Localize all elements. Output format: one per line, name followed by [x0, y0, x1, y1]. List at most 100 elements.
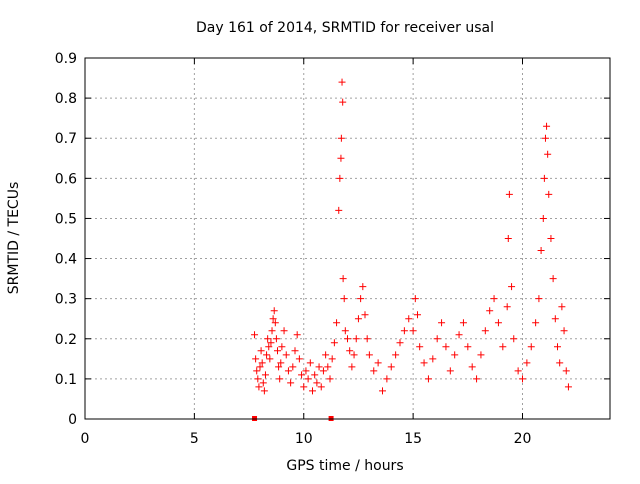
- data-point-0-29: [287, 379, 295, 387]
- data-point-0-52: [336, 174, 344, 182]
- data-point-0-45: [322, 351, 330, 359]
- data-point-0-128: [562, 367, 570, 375]
- data-point-0-48: [328, 355, 336, 363]
- data-point-0-111: [527, 343, 535, 351]
- data-point-0-47: [326, 375, 334, 383]
- data-point-0-44: [319, 367, 327, 375]
- data-point-0-77: [396, 339, 404, 347]
- data-point-0-16: [268, 327, 276, 335]
- data-point-0-51: [335, 206, 343, 214]
- data-point-0-37: [304, 375, 312, 383]
- data-point-0-20: [272, 335, 280, 343]
- data-point-0-14: [266, 355, 274, 363]
- data-point-0-83: [416, 343, 424, 351]
- data-point-0-62: [348, 363, 356, 371]
- data-point-0-105: [505, 190, 513, 198]
- data-point-0-3: [254, 375, 262, 383]
- data-point-0-85: [424, 375, 432, 383]
- data-point-0-129: [564, 383, 572, 391]
- data-point-0-71: [370, 367, 378, 375]
- data-point-0-70: [365, 351, 373, 359]
- data-point-0-74: [383, 375, 391, 383]
- data-point-0-53: [337, 154, 345, 162]
- data-point-0-18: [270, 307, 278, 315]
- data-point-0-75: [387, 363, 395, 371]
- data-point-0-95: [468, 363, 476, 371]
- data-point-0-23: [276, 375, 284, 383]
- data-point-0-25: [278, 343, 286, 351]
- data-point-0-96: [473, 375, 481, 383]
- data-point-0-57: [339, 275, 347, 283]
- data-point-0-2: [253, 367, 261, 375]
- data-point-0-80: [409, 327, 417, 335]
- data-point-0-33: [295, 355, 303, 363]
- y-tick-label-0: 0: [68, 412, 77, 428]
- data-point-0-41: [313, 379, 321, 387]
- data-point-0-94: [464, 343, 472, 351]
- data-point-0-1: [252, 355, 260, 363]
- data-point-0-99: [486, 307, 494, 315]
- data-point-0-120: [545, 190, 553, 198]
- data-point-0-17: [269, 315, 277, 323]
- x-tick-label-3: 15: [404, 431, 422, 447]
- x-axis-ticks: 0 5 10 15 20: [81, 58, 532, 447]
- x-tick-label-4: 20: [514, 431, 532, 447]
- data-point-0-39: [309, 387, 316, 395]
- data-point-0-6: [257, 347, 265, 355]
- data-point-0-55: [338, 78, 346, 86]
- data-point-0-4: [255, 383, 263, 391]
- data-point-0-113: [535, 295, 543, 303]
- data-point-0-10: [261, 371, 269, 379]
- plot-frame: [84, 57, 611, 420]
- data-point-0-40: [311, 371, 319, 379]
- data-points-layer: [251, 78, 572, 421]
- data-point-0-91: [451, 351, 459, 359]
- data-point-0-13: [265, 343, 273, 351]
- data-point-0-115: [539, 214, 547, 222]
- y-tick-label-5: 0.5: [55, 211, 77, 227]
- data-point-0-101: [494, 319, 502, 327]
- data-point-0-5: [256, 363, 264, 371]
- data-point-0-118: [543, 122, 551, 130]
- y-tick-label-6: 0.6: [55, 171, 77, 187]
- data-point-0-49: [330, 339, 338, 347]
- data-point-0-79: [405, 315, 413, 323]
- data-point-0-73: [379, 387, 386, 395]
- data-point-0-119: [544, 150, 552, 158]
- y-tick-label-7: 0.7: [55, 131, 77, 147]
- data-point-0-116: [540, 174, 548, 182]
- data-point-0-8: [259, 379, 267, 387]
- grid-layer: [85, 58, 610, 419]
- y-axis-label: SRMTID / TECUs: [6, 182, 22, 295]
- x-axis-label: GPS time / hours: [286, 458, 403, 474]
- data-point-0-65: [354, 315, 362, 323]
- data-point-0-124: [554, 343, 561, 351]
- data-point-0-66: [357, 295, 365, 303]
- x-tick-label-0: 0: [81, 431, 90, 447]
- data-point-0-89: [442, 343, 450, 351]
- data-point-0-22: [275, 363, 283, 371]
- data-point-0-117: [541, 134, 549, 142]
- data-point-0-81: [411, 295, 419, 303]
- data-point-0-90: [446, 367, 454, 375]
- data-point-0-87: [433, 335, 441, 343]
- data-point-0-69: [363, 335, 371, 343]
- data-point-0-9: [260, 387, 268, 395]
- y-axis-ticks: 0 0.1 0.2 0.3 0.4 0.5 0.6 0.7 0.8 0.9: [55, 51, 610, 428]
- y-tick-label-3: 0.3: [55, 292, 77, 308]
- data-point-0-106: [508, 283, 516, 291]
- x-tick-label-2: 10: [295, 431, 313, 447]
- data-point-0-72: [374, 359, 382, 367]
- data-point-0-108: [514, 367, 522, 375]
- data-point-0-56: [339, 98, 347, 106]
- data-point-0-34: [298, 371, 306, 379]
- y-tick-label-8: 0.8: [55, 91, 77, 107]
- y-tick-label-1: 0.1: [55, 372, 77, 388]
- data-point-0-19: [271, 319, 279, 327]
- data-point-0-7: [258, 359, 266, 367]
- data-point-0-76: [392, 351, 400, 359]
- data-point-0-60: [344, 335, 351, 343]
